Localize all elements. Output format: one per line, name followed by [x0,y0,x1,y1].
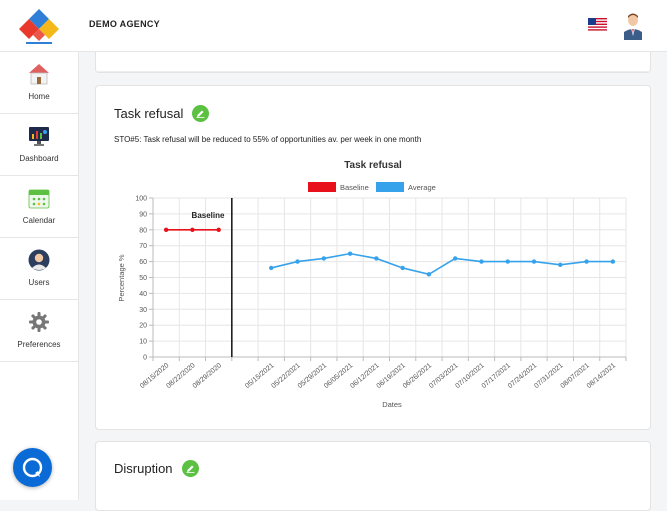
legend-label-average: Average [408,183,436,192]
data-point-average [610,259,616,264]
sidebar-item-label: Home [28,92,50,101]
chart-grid [152,197,627,358]
legend-label-baseline: Baseline [340,183,369,192]
legend-swatch-baseline[interactable] [308,182,336,192]
data-point-average [584,259,589,264]
edit-button[interactable] [182,460,199,477]
y-tick-label: 0 [143,355,147,362]
y-tick-label: 30 [139,307,147,314]
pencil-icon [186,465,195,473]
data-point-average [531,259,537,264]
data-point-average [295,259,300,264]
x-axis-label: Dates [382,400,402,409]
sidebar: Home Dashboard Calendar Users [0,52,79,500]
agency-logo[interactable] [18,7,60,45]
gear-icon [29,312,49,332]
x-tick-label: 08/14/2021 [586,362,617,390]
y-tick-label: 70 [139,243,147,250]
data-point-baseline [190,227,195,232]
dashboard-icon [29,127,49,146]
data-point-average [505,259,510,264]
pencil-icon [196,110,205,118]
sidebar-item-label: Dashboard [19,154,59,163]
sidebar-item-label: Calendar [22,216,56,225]
y-tick-label: 90 [139,211,147,218]
y-axis-label: Percentage % [117,254,126,301]
task-refusal-chart: Task refusal Baseline Average 0 10 20 30 40 5… [117,160,627,409]
sidebar-item-preferences[interactable]: Preferences [0,300,78,362]
chat-button[interactable] [13,448,52,487]
data-point-average [400,265,405,271]
y-tick-label: 60 [139,259,147,266]
data-point-baseline [163,227,169,232]
y-tick-label: 80 [139,227,147,234]
series-line-average [271,252,613,276]
data-point-average [321,256,327,261]
legend-swatch-average[interactable] [376,182,404,192]
chart-axes: 010203040506070809010008/15/202008/22/20… [135,196,627,390]
baseline-annotation: Baseline [192,211,225,220]
data-point-average [269,265,274,271]
chart-title: Task refusal [344,160,402,171]
data-point-average [452,256,458,261]
data-point-average [558,262,563,267]
chat-bubble-icon [22,457,43,478]
data-point-average [479,259,484,264]
users-icon [28,249,50,271]
home-icon [29,64,49,85]
data-point-average [374,256,379,261]
y-tick-label: 100 [135,196,147,203]
sidebar-item-label: Preferences [17,340,61,349]
x-tick-label: 08/29/2020 [192,362,223,390]
sidebar-item-users[interactable]: Users [0,238,78,300]
chart-series [163,198,616,357]
sidebar-item-calendar[interactable]: Calendar [0,176,78,238]
card-title: Task refusal [114,106,184,121]
y-tick-label: 20 [139,323,147,330]
y-tick-label: 40 [139,291,147,298]
card-divider [96,71,650,72]
sidebar-item-label: Users [28,278,50,287]
data-point-average [426,272,432,277]
task-refusal-card: Task refusal STO#5: Task refusal will be… [95,85,651,430]
us-flag-icon[interactable] [588,18,607,32]
top-bar: DEMO AGENCY [0,0,667,52]
agency-name: DEMO AGENCY [89,19,160,29]
sidebar-item-home[interactable]: Home [0,52,78,114]
user-avatar-icon[interactable] [622,12,644,40]
y-tick-label: 10 [139,339,147,346]
card-title: Disruption [114,461,173,476]
disruption-card: Disruption [95,441,651,511]
calendar-icon [28,189,50,209]
edit-button[interactable] [192,105,209,122]
sidebar-item-dashboard[interactable]: Dashboard [0,114,78,176]
y-tick-label: 50 [139,275,147,282]
data-point-average [347,251,353,256]
sto-description: STO#5: Task refusal will be reduced to 5… [114,135,422,144]
data-point-baseline [216,227,221,232]
